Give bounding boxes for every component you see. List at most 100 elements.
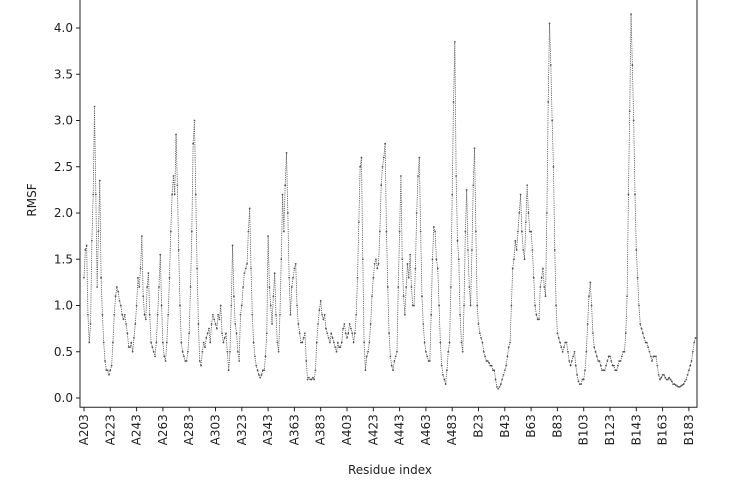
data-point: [396, 350, 398, 353]
data-point: [488, 361, 490, 364]
data-point: [652, 355, 655, 358]
data-point: [622, 350, 625, 353]
data-point: [273, 272, 276, 275]
data-point: [540, 276, 543, 279]
data-point: [464, 230, 467, 233]
rmsf-line: [83, 14, 696, 390]
data-point: [193, 119, 196, 122]
data-point: [165, 341, 168, 344]
data-point: [105, 369, 108, 372]
data-point: [548, 22, 551, 25]
data-point: [197, 323, 200, 325]
data-point: [407, 276, 410, 279]
data-point: [514, 239, 517, 242]
data-point: [403, 313, 406, 316]
data-point: [189, 286, 192, 288]
data-point: [281, 193, 284, 196]
data-point: [350, 327, 352, 330]
plot-frame: [79, 0, 698, 408]
data-point: [677, 386, 680, 388]
data-point: [565, 341, 568, 344]
data-point: [430, 313, 433, 316]
data-point: [456, 239, 459, 242]
data-point: [164, 360, 167, 362]
data-point: [130, 341, 133, 344]
data-point: [447, 350, 450, 353]
data-point: [267, 235, 269, 238]
data-point: [574, 364, 577, 367]
data-point: [163, 355, 166, 358]
data-point: [313, 378, 316, 381]
data-point: [409, 253, 412, 256]
data-point: [317, 323, 319, 325]
data-point: [176, 184, 179, 187]
data-point: [560, 346, 563, 349]
data-point: [158, 286, 160, 288]
data-point: [601, 369, 604, 372]
data-point: [147, 272, 150, 275]
data-point: [586, 323, 589, 325]
data-point: [142, 295, 145, 298]
data-point: [589, 281, 592, 284]
data-point: [485, 360, 488, 362]
data-point: [594, 350, 597, 353]
data-point: [357, 221, 360, 224]
data-point: [507, 346, 510, 349]
data-point: [275, 313, 277, 316]
data-point: [208, 327, 210, 330]
data-point: [626, 295, 628, 298]
data-point: [181, 350, 184, 353]
data-point: [322, 318, 325, 321]
data-point: [501, 378, 504, 381]
data-point: [380, 184, 383, 187]
data-point: [632, 119, 635, 122]
data-point: [205, 336, 208, 339]
data-point: [577, 380, 580, 383]
data-point: [340, 341, 343, 344]
data-point: [511, 267, 514, 270]
data-point: [499, 383, 502, 386]
data-point: [467, 249, 469, 251]
data-point: [334, 346, 337, 349]
data-point: [218, 318, 221, 321]
data-point: [623, 350, 626, 353]
data-point: [595, 355, 598, 358]
data-point: [213, 318, 216, 321]
data-point: [478, 332, 481, 335]
x-tick-label: A243: [130, 414, 144, 445]
data-point: [369, 323, 372, 325]
data-point: [257, 373, 260, 376]
x-tick-label: B63: [524, 414, 538, 438]
data-point: [690, 360, 693, 362]
data-point: [666, 378, 669, 381]
data-point: [271, 323, 273, 325]
data-point: [160, 304, 163, 307]
data-point: [351, 332, 354, 335]
data-point: [469, 304, 472, 307]
data-point: [255, 364, 258, 367]
data-point: [230, 304, 233, 307]
data-point: [97, 230, 100, 233]
data-point: [498, 386, 501, 388]
data-point: [567, 350, 569, 353]
data-point: [393, 360, 396, 362]
data-point: [162, 341, 164, 344]
data-point: [112, 341, 114, 344]
data-point: [214, 323, 217, 325]
data-point: [580, 383, 582, 386]
data-point: [572, 355, 575, 358]
data-point: [390, 364, 393, 367]
data-point: [246, 262, 248, 265]
data-point: [643, 336, 646, 339]
data-point: [294, 262, 297, 265]
data-point: [641, 332, 644, 335]
data-point: [221, 332, 223, 335]
data-point: [244, 267, 247, 270]
data-point: [651, 360, 653, 362]
data-point: [89, 323, 92, 325]
data-point: [96, 286, 99, 288]
data-point: [689, 364, 692, 367]
data-point: [269, 304, 272, 307]
x-tick-label: A223: [103, 414, 117, 445]
data-point: [535, 313, 538, 316]
